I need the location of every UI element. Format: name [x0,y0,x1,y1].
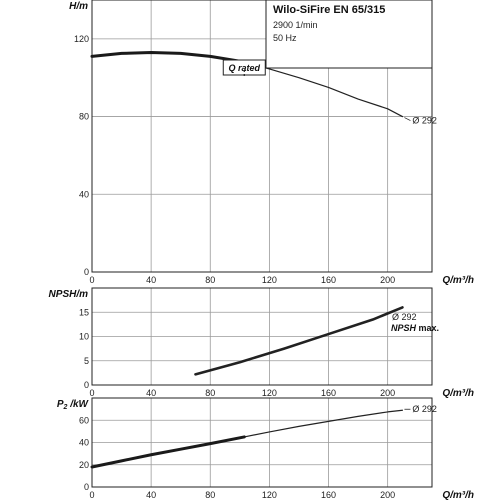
head-y-tick-label: 120 [74,34,89,44]
npsh-x-axis-label: Q/m³/h [442,388,474,399]
info-box-frame [265,0,433,69]
npsh-x-tick-label: 160 [321,388,336,398]
head-x-tick-label: 80 [205,275,215,285]
npsh-x-tick-label: 80 [205,388,215,398]
npsh-x-tick-label: 0 [89,388,94,398]
npsh-panel: 0 40 80 120 160 200 0 5 10 15 Q/m³/h NPSH/m Ø 292NPS… [49,287,474,399]
power-series-label: Ø 292 [412,404,437,414]
head-y-axis-label: H/m [69,1,88,12]
power-operating-segment [90,435,246,469]
npsh-frame [91,287,433,386]
q-rated-label: Q rated [229,63,261,73]
head-x-tick-label: 40 [146,275,156,285]
power-y-axis-label: P2 /kW [57,399,90,411]
head-series-label: Ø 292 [412,116,437,126]
npsh-y-tick-label: 15 [79,307,89,317]
npsh-y-tick-label: 10 [79,332,89,342]
power-x-tick-label: 40 [146,490,156,500]
npsh-series-label: Ø 292 [392,312,417,322]
power-y-tick-label: 20 [79,460,89,470]
power-y-tick-label: 60 [79,415,89,425]
info-box: Wilo-SiFire EN 65/315 2900 1/min 50 Hz [265,0,433,69]
power-x-tick-label: 120 [262,490,277,500]
chart-title: Wilo-SiFire EN 65/315 [273,4,385,16]
npsh-y-tick-label: 5 [84,356,89,366]
speed-label: 2900 1/min [273,20,318,30]
frequency-label: 50 Hz [273,33,297,43]
head-frame [91,0,433,273]
power-x-axis-label: Q/m³/h [442,490,474,500]
head-label-leader [404,117,411,121]
head-y-tick-label: 80 [79,112,89,122]
npsh-x-tick-label: 40 [146,388,156,398]
head-x-tick-label: 200 [380,275,395,285]
head-x-tick-label: 120 [262,275,277,285]
npsh-x-tick-label: 120 [262,388,277,398]
npsh-y-tick-label: 0 [84,380,89,390]
head-y-tick-label: 0 [84,267,89,277]
npsh-series-line [194,306,404,376]
head-x-tick-label: 160 [321,275,336,285]
power-x-tick-label: 160 [321,490,336,500]
power-x-tick-label: 200 [380,490,395,500]
head-operating-segment [90,50,242,63]
power-frame [91,397,433,488]
power-y-tick-label: 40 [79,438,89,448]
npsh-x-tick-label: 200 [380,388,395,398]
head-y-tick-label: 40 [79,189,89,199]
head-x-tick-label: 0 [89,275,94,285]
head-x-axis-label: Q/m³/h [442,275,474,286]
power-panel: 0 40 80 120 160 200 0 20 40 60 Q/m³/h P2 /kW Ø 292 [57,397,474,500]
power-x-tick-label: 0 [89,490,94,500]
power-y-tick-label: 0 [84,482,89,492]
power-x-tick-label: 80 [205,490,215,500]
npsh-series-sublabel: NPSH max. [391,323,439,333]
npsh-y-axis-label: NPSH/m [49,289,89,300]
